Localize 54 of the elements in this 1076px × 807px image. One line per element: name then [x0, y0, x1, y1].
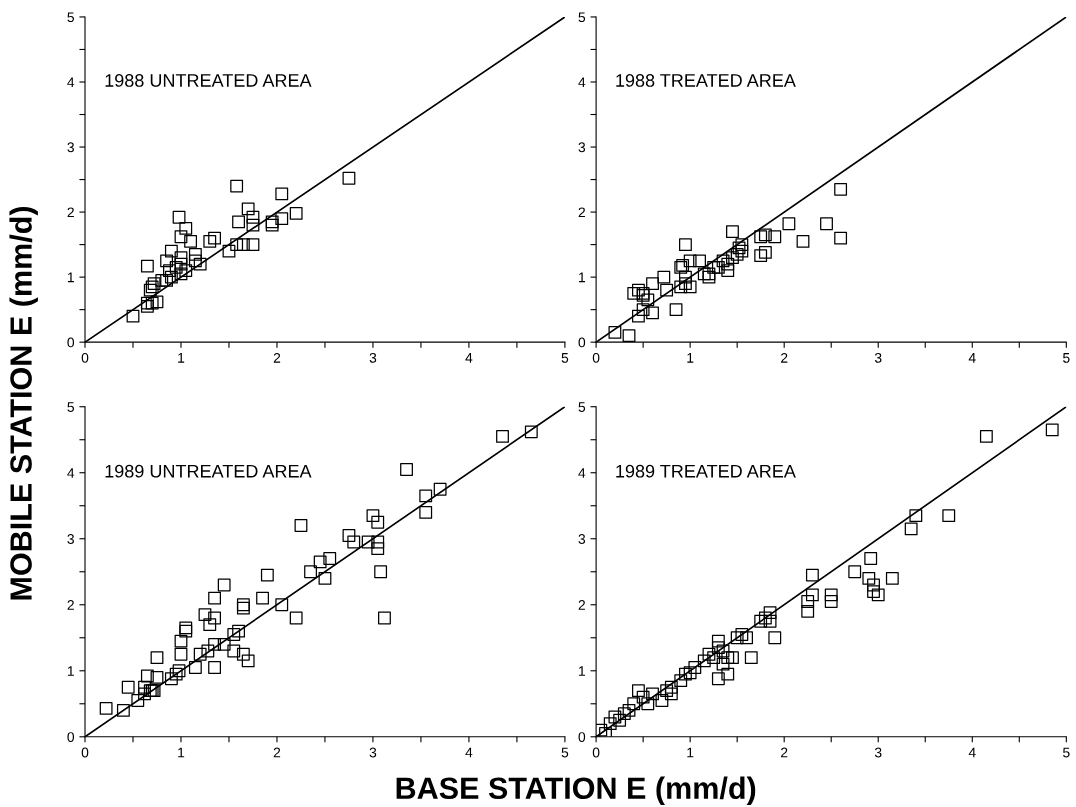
x-tick-label: 2 [781, 352, 788, 363]
y-tick-label: 2 [67, 600, 74, 610]
x-tick-label: 3 [874, 352, 882, 363]
y-tick-label: 5 [578, 12, 586, 23]
x-tick-label: 5 [1063, 747, 1070, 758]
y-tick-label: 0 [578, 732, 586, 742]
y-tick-label: 3 [578, 142, 586, 153]
y-tick-label: 1 [67, 272, 74, 283]
y-tick-label: 3 [67, 142, 74, 153]
x-tick-label: 3 [874, 747, 882, 758]
y-tick-label: 4 [578, 468, 586, 478]
text: 1989 TREATED AREA [616, 464, 796, 478]
x-tick-label: 2 [781, 747, 788, 758]
y-tick-label: 2 [578, 207, 585, 218]
y-tick-label: 4 [67, 77, 75, 88]
y-tick-label: 1 [67, 666, 74, 676]
y-tick-label: 1 [579, 666, 586, 676]
x-tick-label: 1 [178, 747, 185, 758]
y-tick-label: 4 [67, 468, 75, 478]
x-tick-label: 5 [1063, 353, 1070, 363]
x-tick-label: 1 [178, 353, 185, 363]
x-tick-label: 5 [561, 353, 569, 363]
x-tick-label: 3 [369, 747, 377, 758]
y-tick-label: 0 [67, 337, 75, 348]
y-axis-title: MOBILE STATION E (mm/d) [9, 206, 38, 600]
y-tick-label: 0 [67, 732, 75, 742]
x-tick-label: 0 [592, 747, 600, 758]
x-tick-label: 4 [465, 747, 473, 758]
x-tick-label: 4 [968, 353, 976, 363]
x-tick-label: 4 [465, 353, 473, 363]
y-tick-label: 2 [578, 600, 585, 610]
y-tick-label: 3 [67, 534, 74, 544]
x-tick-label: 1 [687, 747, 694, 758]
y-tick-label: 5 [67, 402, 75, 412]
y-tick-label: 4 [578, 77, 586, 88]
x-axis-title: BASE STATION E (mm/d) [396, 776, 756, 806]
y-tick-label: 3 [578, 534, 586, 544]
x-tick-label: 2 [273, 747, 281, 758]
text: 1989 UNTREATED AREA [105, 464, 312, 478]
x-tick-label: 1 [687, 353, 694, 363]
x-tick-label: 0 [81, 747, 89, 758]
text: 1988 UNTREATED AREA [105, 74, 312, 87]
y-tick-label: 5 [67, 12, 75, 23]
x-tick-label: 2 [273, 352, 281, 363]
x-tick-label: 4 [968, 747, 976, 758]
x-tick-label: 0 [592, 352, 600, 363]
y-tick-label: 1 [579, 272, 586, 283]
y-tick-label: 2 [67, 207, 74, 218]
x-tick-label: 5 [561, 747, 569, 758]
text: 1988 TREATED AREA [616, 74, 796, 87]
y-tick-label: 5 [578, 402, 586, 412]
y-tick-label: 0 [578, 337, 586, 348]
x-tick-label: 0 [81, 352, 89, 363]
x-tick-label: 3 [369, 352, 377, 363]
